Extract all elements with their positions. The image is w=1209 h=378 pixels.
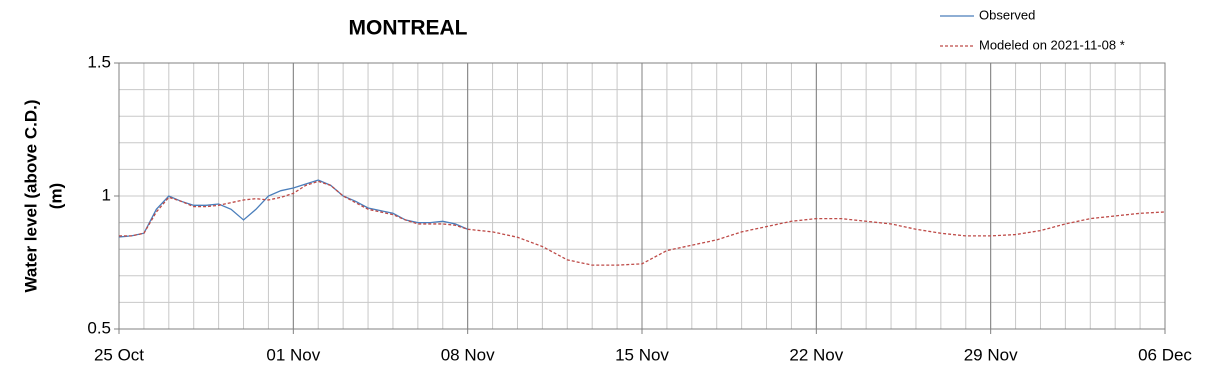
chart-title: MONTREAL	[349, 17, 468, 40]
y-axis-label: Water level (above C.D.) (m)	[21, 99, 65, 292]
x-tick-label: 25 Oct	[94, 345, 144, 364]
x-tick-label: 22 Nov	[789, 345, 843, 364]
x-tick-label: 15 Nov	[615, 345, 669, 364]
y-label-line: Water level (above C.D.)	[21, 99, 40, 292]
x-tick-label: 08 Nov	[441, 345, 495, 364]
x-tick-label: 01 Nov	[266, 345, 320, 364]
legend-label: Modeled on 2021-11-08 *	[979, 37, 1125, 52]
legend-label: Observed	[979, 7, 1035, 22]
plot-border	[118, 62, 1166, 330]
y-tick-label: 1	[102, 185, 111, 204]
x-tick-label: 29 Nov	[964, 345, 1018, 364]
y-label-line: (m)	[46, 183, 65, 209]
y-tick-label: 1.5	[87, 52, 111, 71]
series-line	[119, 180, 1166, 266]
y-tick-label: 0.5	[87, 318, 111, 337]
x-tick-label: 06 Dec	[1138, 345, 1192, 364]
